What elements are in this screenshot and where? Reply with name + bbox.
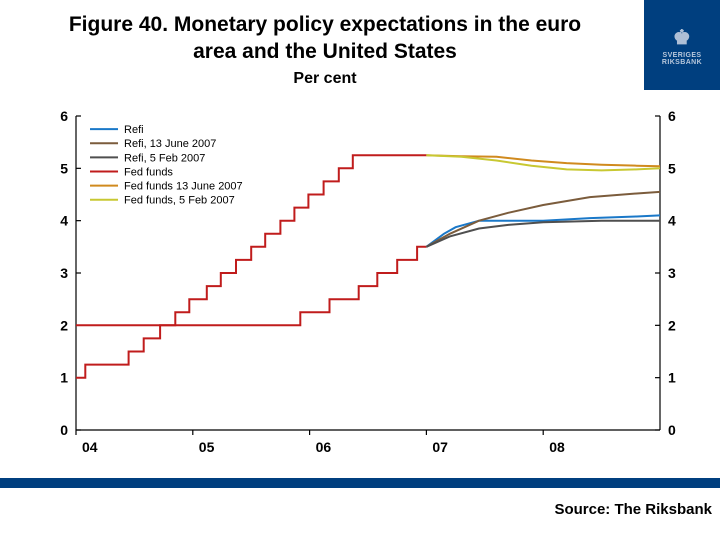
svg-text:0: 0: [60, 422, 68, 438]
series-fed-funds-5-feb-2007: [426, 155, 660, 170]
svg-text:5: 5: [60, 160, 68, 176]
legend-2: Refi, 5 Feb 2007: [124, 152, 205, 164]
legend-1: Refi, 13 June 2007: [124, 138, 216, 150]
svg-text:1: 1: [60, 370, 68, 386]
chart: 0 0 1 1 2 2 3 3 4 4 5 5 6 6 04 05 06 07 08 Refi Refi, 13 Jun…: [48, 110, 688, 460]
svg-text:0: 0: [668, 422, 676, 438]
svg-text:1: 1: [668, 370, 676, 386]
svg-text:5: 5: [668, 160, 676, 176]
source-text: Source: The Riksbank: [554, 501, 712, 518]
legend-4: Fed funds 13 June 2007: [124, 181, 243, 193]
svg-text:3: 3: [668, 265, 676, 281]
svg-text:4: 4: [668, 213, 676, 229]
svg-text:2: 2: [668, 317, 676, 333]
svg-text:07: 07: [432, 439, 448, 455]
svg-text:6: 6: [60, 110, 68, 124]
legend-0: Refi: [124, 124, 144, 136]
svg-text:04: 04: [82, 439, 98, 455]
logo-text-2: RIKSBANK: [662, 59, 702, 66]
svg-text:6: 6: [668, 110, 676, 124]
svg-text:3: 3: [60, 265, 68, 281]
crown-icon: ♚: [662, 25, 702, 50]
legend-5: Fed funds, 5 Feb 2007: [124, 195, 235, 207]
legend-3: Fed funds: [124, 166, 173, 178]
slide-subtitle: Per cent: [30, 70, 620, 88]
title-line-1: Figure 40. Monetary policy expectations …: [69, 13, 581, 36]
svg-text:2: 2: [60, 317, 68, 333]
svg-text:08: 08: [549, 439, 565, 455]
svg-text:05: 05: [199, 439, 215, 455]
slide-footer-bar: [0, 478, 720, 488]
riksbank-logo: ♚ SVERIGES RIKSBANK: [644, 0, 720, 90]
svg-text:06: 06: [316, 439, 332, 455]
series-refi-13-june-2007: [426, 192, 660, 247]
slide-title: Figure 40. Monetary policy expectations …: [30, 12, 620, 88]
svg-text:4: 4: [60, 213, 68, 229]
logo-text-1: SVERIGES: [663, 52, 702, 59]
title-line-2: area and the United States: [193, 40, 457, 63]
